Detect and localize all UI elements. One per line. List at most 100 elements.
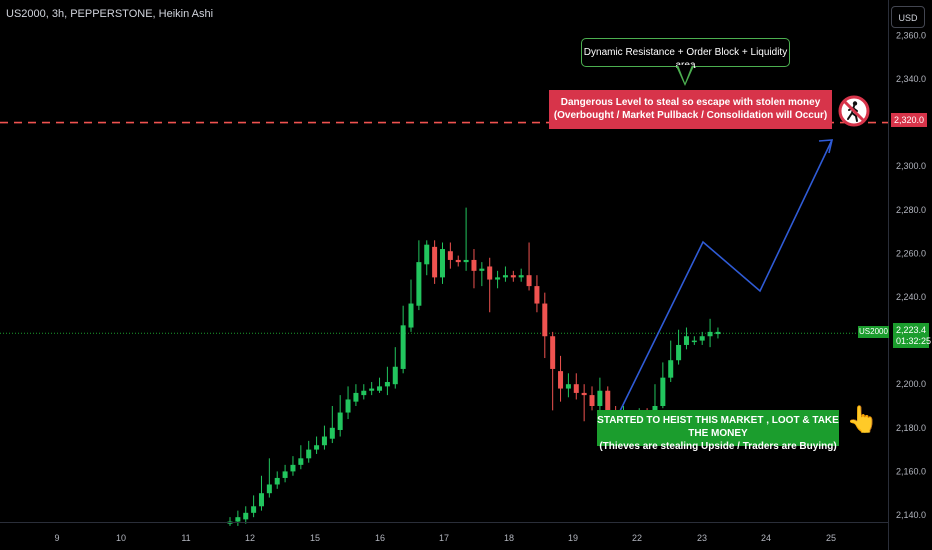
last-price-value: 2,223.4 [896, 325, 927, 335]
y-tick-label: 2,340.0 [896, 74, 926, 84]
candle-body [565, 384, 571, 389]
candle-body [699, 336, 705, 341]
pointing-hand-icon: 👆 [846, 404, 879, 434]
danger-line-1: Dangerous Level to steal so escape with … [560, 97, 821, 108]
danger-level-callout[interactable]: Dangerous Level to steal so escape with … [549, 90, 832, 129]
candle-body [691, 340, 697, 343]
x-tick-label: 24 [761, 533, 771, 543]
candle-body [298, 458, 304, 465]
x-tick-label: 18 [504, 533, 514, 543]
x-tick-label: 12 [245, 533, 255, 543]
candle-body [479, 268, 485, 271]
heist-callout[interactable]: STARTED TO HEIST THIS MARKET , LOOT & TA… [597, 410, 839, 452]
candle-body [377, 386, 383, 391]
x-tick-label: 25 [826, 533, 836, 543]
candle-body [392, 366, 398, 385]
candle-body [353, 392, 359, 402]
candle-body [510, 275, 516, 278]
candle-body [676, 344, 682, 361]
x-tick-label: 17 [439, 533, 449, 543]
candle-body [258, 493, 264, 507]
y-tick-label: 2,300.0 [896, 161, 926, 171]
candle-body [447, 251, 453, 260]
candle-body [416, 262, 422, 306]
candle-body [707, 331, 713, 337]
x-tick-label: 11 [181, 533, 190, 543]
projection-path [619, 139, 833, 412]
candle-body [668, 360, 674, 378]
candle-body [369, 388, 375, 391]
y-tick-label: 2,360.0 [896, 30, 926, 40]
candle-body [495, 277, 501, 280]
candle-body [597, 390, 603, 406]
candle-body [408, 303, 414, 328]
candle-body [361, 390, 367, 396]
projection-arrow [619, 139, 834, 412]
candle-body [660, 377, 666, 406]
candles-group [227, 207, 721, 526]
candle-body [471, 259, 477, 271]
candle-body [715, 331, 721, 335]
y-tick-label: 2,280.0 [896, 205, 926, 215]
heist-line-2: (Thieves are stealing Upside / Traders a… [599, 441, 837, 452]
candle-body [329, 427, 335, 439]
x-tick-label: 9 [54, 533, 59, 543]
candle-body [432, 246, 438, 278]
y-tick-label: 2,180.0 [896, 423, 926, 433]
candle-body [266, 484, 272, 494]
candle-body [558, 371, 564, 389]
candle-body [534, 286, 540, 304]
candle-body [455, 259, 461, 263]
candle-body [235, 517, 241, 522]
x-tick-label: 15 [310, 533, 320, 543]
candle-body [274, 477, 280, 485]
x-tick-label: 16 [375, 533, 385, 543]
resistance-callout[interactable]: Dynamic Resistance + Order Block + Liqui… [581, 38, 790, 71]
candle-body [463, 259, 469, 263]
candle-body [243, 512, 249, 520]
symbol-tag: US2000 [858, 326, 889, 338]
candle-body [502, 275, 508, 278]
candle-body [526, 275, 532, 287]
candle-body [683, 336, 689, 345]
candle-body [581, 392, 587, 396]
candle-body [518, 275, 524, 278]
y-tick-label: 2,160.0 [896, 466, 926, 476]
no-thief-icon [838, 95, 870, 127]
y-tick-label: 2,200.0 [896, 379, 926, 389]
candle-body [439, 249, 445, 278]
y-tick-label: 2,240.0 [896, 292, 926, 302]
candle-body [542, 303, 548, 337]
price-axis: 2,140.02,160.02,180.02,200.02,220.02,240… [896, 30, 926, 520]
candle-body [550, 336, 556, 369]
y-tick-label: 2,260.0 [896, 248, 926, 258]
candle-body [251, 506, 257, 513]
candle-body [306, 449, 312, 459]
candle-body [321, 436, 327, 446]
time-axis: 9 10 11 12 15 16 17 18 19 22 23 24 25 [54, 533, 836, 543]
x-tick-label: 22 [632, 533, 642, 543]
symbol-title[interactable]: US2000, 3h, PEPPERSTONE, Heikin Ashi [6, 8, 214, 20]
callout-tail-inner [678, 65, 692, 83]
candle-body [282, 471, 288, 478]
key-level-price-label: 2,320.0 [891, 113, 927, 127]
currency-button[interactable]: USD [891, 6, 925, 28]
candle-body [400, 325, 406, 369]
x-tick-label: 23 [697, 533, 707, 543]
x-tick-label: 19 [568, 533, 578, 543]
candle-body [487, 266, 493, 280]
candle-body [314, 445, 320, 450]
candle-body [345, 399, 351, 413]
y-tick-label: 2,140.0 [896, 510, 926, 520]
candle-body [605, 390, 611, 413]
projection-arrowhead [818, 139, 834, 154]
candle-body [424, 244, 430, 265]
candle-body [589, 395, 595, 406]
candle-body [384, 382, 390, 387]
candle-body [573, 384, 579, 393]
candle-body [337, 412, 343, 430]
x-tick-label: 10 [116, 533, 126, 543]
heist-line-1: STARTED TO HEIST THIS MARKET , LOOT & TA… [597, 415, 839, 439]
bar-countdown: 01:32:25 [896, 336, 932, 346]
